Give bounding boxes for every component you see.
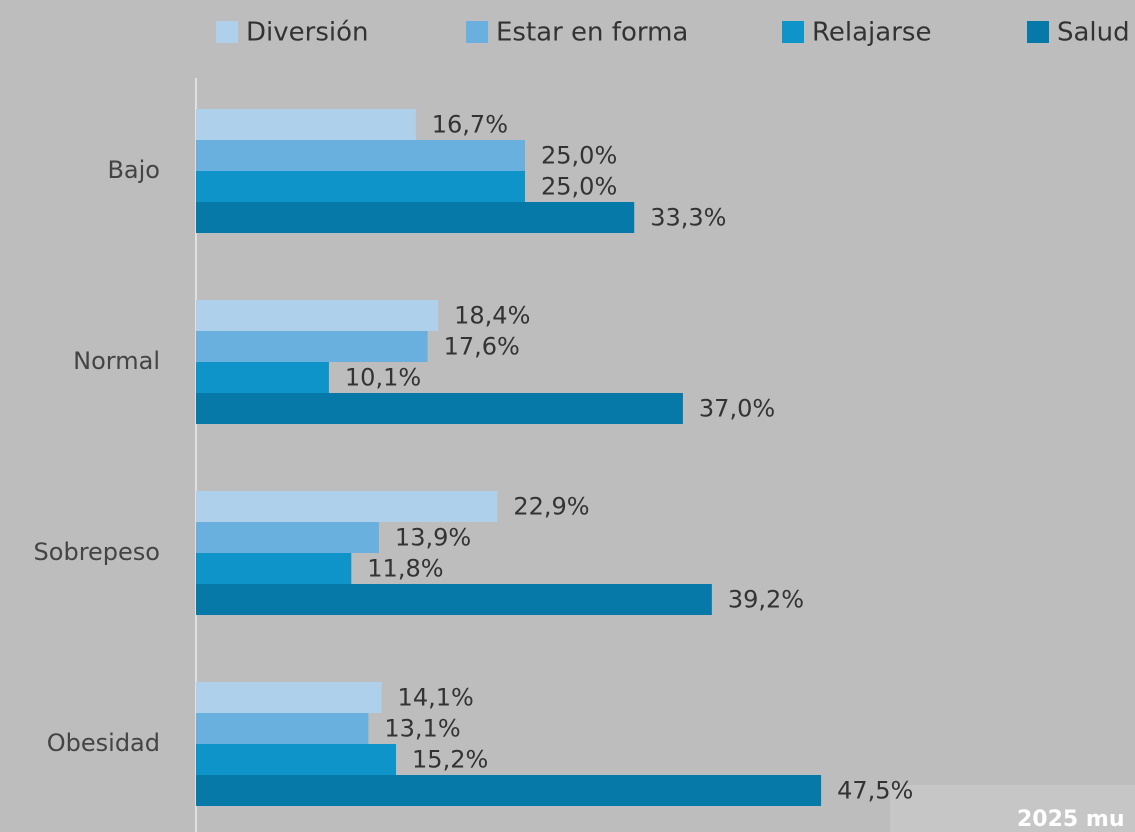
bar — [196, 713, 369, 744]
legend-label: Estar en forma — [496, 18, 688, 48]
watermark-box — [890, 785, 1135, 832]
bar — [196, 331, 428, 362]
category-label: Bajo — [107, 156, 160, 184]
legend-swatch — [782, 21, 804, 43]
bar — [196, 491, 498, 522]
value-label: 13,9% — [395, 524, 471, 552]
bar — [196, 775, 822, 806]
legend-label: Relajarse — [812, 18, 931, 48]
value-label: 39,2% — [728, 586, 804, 614]
value-label: 15,2% — [412, 746, 488, 774]
bar — [196, 584, 712, 615]
bar — [196, 171, 525, 202]
bar — [196, 300, 439, 331]
value-label: 25,0% — [541, 173, 617, 201]
value-label: 18,4% — [454, 302, 530, 330]
value-label: 47,5% — [837, 777, 913, 805]
legend-label: Salud — [1057, 18, 1130, 48]
bar — [196, 140, 525, 171]
value-label: 25,0% — [541, 142, 617, 170]
value-label: 37,0% — [699, 395, 775, 423]
category-label: Normal — [73, 347, 160, 375]
category-label: Sobrepeso — [34, 538, 160, 566]
value-label: 17,6% — [444, 333, 520, 361]
bar — [196, 744, 397, 775]
bar — [196, 362, 329, 393]
value-label: 13,1% — [384, 715, 460, 743]
bar — [196, 393, 683, 424]
watermark: 2025 mu — [1017, 807, 1124, 832]
legend-swatch — [466, 21, 488, 43]
legend-swatch — [1027, 21, 1049, 43]
value-label: 22,9% — [513, 493, 589, 521]
category-label: Obesidad — [47, 729, 160, 757]
legend-label: Diversión — [246, 18, 368, 48]
bar — [196, 202, 635, 233]
value-label: 10,1% — [345, 364, 421, 392]
bar — [196, 682, 382, 713]
value-label: 14,1% — [398, 684, 474, 712]
value-label: 11,8% — [367, 555, 443, 583]
bar — [196, 553, 352, 584]
value-label: 16,7% — [432, 111, 508, 139]
bar — [196, 109, 416, 140]
value-label: 33,3% — [650, 204, 726, 232]
bar — [196, 522, 379, 553]
legend-swatch — [216, 21, 238, 43]
